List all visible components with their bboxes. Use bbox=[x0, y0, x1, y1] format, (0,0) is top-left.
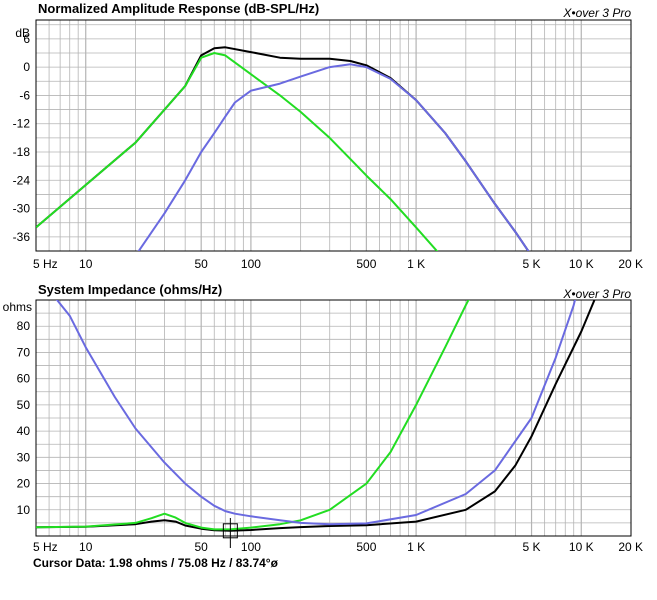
impedance-y-tick: 20 bbox=[17, 477, 31, 491]
impedance-x-tick-labels: 5 Hz 10 50 100 500 1 K 5 K 10 K 20 K bbox=[33, 540, 643, 554]
impedance-y-tick: 40 bbox=[17, 424, 31, 438]
impedance-y-unit-label: ohms bbox=[3, 300, 32, 314]
amplitude-y-tick: -12 bbox=[13, 117, 31, 131]
amplitude-x-tick: 10 bbox=[79, 257, 93, 271]
cursor-data-readout: Cursor Data: 1.98 ohms / 75.08 Hz / 83.7… bbox=[33, 556, 278, 570]
impedance-y-tick: 70 bbox=[17, 345, 31, 359]
impedance-y-tick: 80 bbox=[17, 319, 31, 333]
amplitude-series-2 bbox=[137, 63, 530, 251]
impedance-chart-title: System Impedance (ohms/Hz) bbox=[38, 282, 222, 297]
impedance-x-tick: 5 K bbox=[523, 540, 541, 554]
impedance-brand-watermark: X•over 3 Pro bbox=[562, 287, 631, 301]
impedance-x-tick: 1 K bbox=[407, 540, 425, 554]
impedance-curves bbox=[36, 300, 596, 532]
amplitude-x-tick: 5 Hz bbox=[33, 257, 58, 271]
impedance-series-1 bbox=[36, 300, 470, 531]
amplitude-x-tick: 100 bbox=[241, 257, 261, 271]
amplitude-brand-watermark: X•over 3 Pro bbox=[562, 6, 631, 20]
amplitude-x-tick: 20 K bbox=[618, 257, 643, 271]
amplitude-curves bbox=[36, 46, 530, 251]
amplitude-y-tick: -18 bbox=[13, 145, 31, 159]
amplitude-gridlines bbox=[36, 20, 631, 251]
impedance-plot-frame bbox=[35, 299, 632, 537]
impedance-x-tick: 10 bbox=[79, 540, 93, 554]
amplitude-x-tick-labels: 5 Hz 10 50 100 500 1 K 5 K 10 K 20 K bbox=[33, 257, 643, 271]
amplitude-x-tick: 50 bbox=[195, 257, 209, 271]
impedance-x-tick: 100 bbox=[241, 540, 261, 554]
amplitude-chart-title: Normalized Amplitude Response (dB-SPL/Hz… bbox=[38, 1, 319, 16]
amplitude-y-tick: -30 bbox=[13, 202, 31, 216]
impedance-y-tick: 10 bbox=[17, 503, 31, 517]
amplitude-x-tick: 1 K bbox=[407, 257, 425, 271]
amplitude-series-1 bbox=[36, 52, 439, 251]
impedance-y-tick: 30 bbox=[17, 450, 31, 464]
impedance-x-tick: 5 Hz bbox=[33, 540, 58, 554]
amplitude-x-tick: 5 K bbox=[523, 257, 541, 271]
amplitude-y-tick: -36 bbox=[13, 230, 31, 244]
amplitude-x-tick: 10 K bbox=[569, 257, 594, 271]
amplitude-plot-frame bbox=[35, 19, 632, 252]
amplitude-y-tick: 0 bbox=[23, 60, 30, 74]
amplitude-x-tick: 500 bbox=[356, 257, 376, 271]
impedance-y-tick: 60 bbox=[17, 372, 31, 386]
impedance-x-tick: 10 K bbox=[569, 540, 594, 554]
amplitude-y-tick: 6 bbox=[23, 32, 30, 46]
amplitude-y-tick-labels: 6 0 -6 -12 -18 -24 -30 -36 bbox=[13, 32, 31, 244]
amplitude-series-0 bbox=[36, 46, 530, 251]
impedance-y-tick: 50 bbox=[17, 398, 31, 412]
cursor-data-value: 1.98 ohms / 75.08 Hz / 83.74°ø bbox=[109, 556, 278, 570]
impedance-x-tick: 20 K bbox=[618, 540, 643, 554]
impedance-x-tick: 500 bbox=[356, 540, 376, 554]
cursor-data-label: Cursor Data: bbox=[33, 556, 106, 570]
impedance-x-tick: 50 bbox=[195, 540, 209, 554]
impedance-series-2 bbox=[55, 300, 576, 526]
impedance-y-tick-labels: 80 70 60 50 40 30 20 10 bbox=[17, 319, 31, 517]
amplitude-y-tick: -24 bbox=[13, 173, 31, 187]
amplitude-y-tick: -6 bbox=[19, 88, 30, 102]
cursor-crosshair[interactable] bbox=[222, 518, 238, 548]
impedance-gridlines bbox=[36, 300, 631, 536]
amplitude-y-unit-label: dB bbox=[15, 26, 30, 40]
impedance-series-0 bbox=[36, 300, 596, 532]
